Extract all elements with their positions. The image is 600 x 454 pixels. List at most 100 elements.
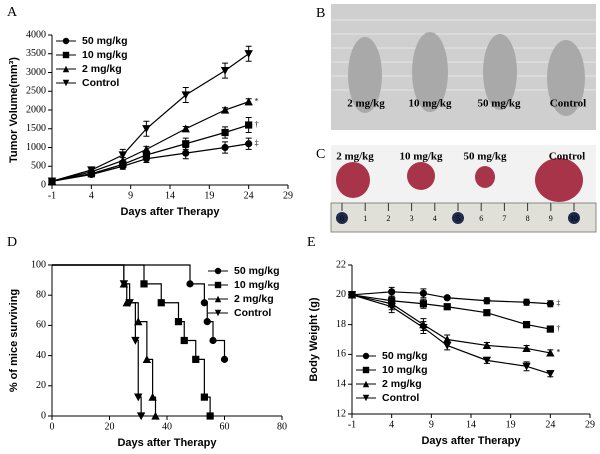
marker (203, 318, 211, 326)
marker (119, 160, 127, 168)
y-tick-label: 2500 (26, 86, 46, 97)
y-tick-label: 14 (336, 378, 346, 389)
y-axis-label: Body Weight (g) (308, 297, 320, 381)
ruler-label: 8 (526, 214, 530, 223)
y-tick-label: 1500 (26, 123, 46, 134)
ruler-label: 10 (570, 214, 578, 223)
legend-label: 10 mg/kg (382, 364, 428, 376)
ruler-label: 7 (502, 214, 506, 223)
marker (482, 341, 492, 350)
legend-label: 10 mg/kg (82, 49, 128, 61)
x-tick-label: 14 (165, 190, 175, 201)
mice (348, 32, 585, 116)
y-tick-label: 1000 (26, 142, 46, 153)
panel-letter: E (307, 235, 316, 250)
marker (546, 300, 554, 308)
ruler-badge (336, 212, 348, 224)
marker (244, 97, 253, 106)
series (47, 45, 253, 186)
marker (182, 140, 190, 148)
photo-label: 50 mg/kg (463, 151, 507, 163)
y-tick-label: 16 (336, 349, 346, 360)
marker (134, 317, 143, 326)
marker (142, 355, 152, 363)
x-tick-label: 14 (466, 419, 476, 430)
marker (419, 300, 427, 308)
panel-letter: A (7, 5, 18, 20)
ruler-label: 2 (386, 214, 390, 223)
photo-label: Control (549, 151, 585, 163)
ruler-label: 5 (456, 214, 460, 223)
ruler-badge (452, 212, 464, 224)
marker (443, 341, 452, 350)
photo-label: 10 mg/kg (408, 98, 452, 110)
legend-label: 50 mg/kg (382, 350, 428, 362)
ruler-label: 1 (363, 214, 367, 223)
marker (119, 280, 129, 289)
x-tick-label: 80 (277, 421, 287, 432)
legend-marker (62, 65, 70, 73)
y-tick-label: 18 (336, 319, 346, 330)
series (52, 264, 146, 421)
photo-label: Control (550, 98, 586, 110)
x-axis-label: Days after Therapy (421, 435, 521, 447)
ruler-label: 9 (549, 214, 553, 223)
marker (546, 348, 555, 357)
significance-note: * (556, 348, 560, 357)
significance-note: † (556, 324, 560, 333)
marker (206, 412, 214, 420)
x-tick-label: 19 (204, 190, 214, 201)
y-tick-label: 22 (336, 259, 346, 270)
x-tick-label: 29 (283, 190, 293, 201)
significance-note: † (255, 120, 259, 129)
legend-label: Control (382, 392, 419, 404)
photo-label: 2 mg/kg (347, 98, 385, 110)
marker (443, 303, 451, 311)
y-tick-label: 0 (41, 410, 46, 421)
y-axis-label: % of mice surviving (8, 289, 20, 392)
marker (443, 294, 451, 302)
legend-label: 2 mg/kg (234, 293, 274, 305)
ruler-label: 6 (479, 214, 483, 223)
x-tick-label: 29 (585, 419, 595, 430)
series (52, 264, 214, 420)
marker (181, 124, 190, 133)
x-tick-label: 60 (220, 421, 230, 432)
marker (182, 149, 190, 157)
marker (220, 355, 229, 363)
y-tick-label: 2000 (26, 104, 46, 115)
y-tick-label: 40 (36, 350, 46, 361)
x-tick-label: 4 (389, 419, 394, 430)
x-tick-label: 24 (244, 190, 254, 201)
marker (174, 318, 183, 326)
y-tick-label: 100 (31, 259, 46, 270)
legend-marker (62, 37, 70, 45)
legend-label: Control (234, 307, 271, 319)
marker (157, 299, 165, 307)
marker (192, 355, 200, 363)
marker (118, 151, 127, 160)
marker (220, 105, 230, 114)
legend-label: 10 mg/kg (234, 279, 280, 291)
significance-note: ‡ (255, 139, 259, 148)
marker (87, 166, 96, 175)
marker (142, 125, 151, 133)
marker (136, 412, 146, 421)
legend-label: 2 mg/kg (382, 378, 422, 390)
marker (47, 177, 57, 186)
y-tick-label: 500 (31, 161, 46, 172)
marker (134, 393, 143, 402)
photo-label: 2 mg/kg (336, 151, 374, 163)
marker (200, 299, 208, 307)
marker (388, 288, 396, 296)
legend-marker (362, 366, 370, 374)
marker (245, 140, 253, 148)
x-tick-label: 0 (50, 421, 55, 432)
legend-marker (214, 267, 222, 275)
panel-letter: C (316, 147, 325, 162)
x-axis-label: Days after Therapy (117, 437, 217, 449)
legend-marker (214, 281, 222, 289)
legend-marker (214, 309, 222, 317)
marker (546, 370, 555, 378)
marker (221, 143, 229, 152)
